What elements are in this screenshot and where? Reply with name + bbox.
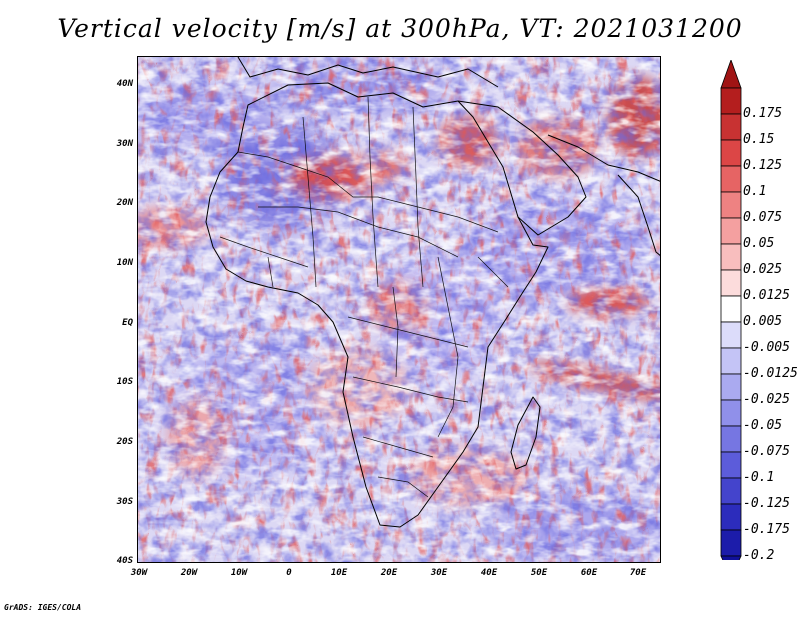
lat-tick-label: 20S [116, 437, 133, 447]
lon-tick-label: 30E [430, 568, 448, 578]
coastlines [205, 57, 660, 528]
colorbar-level-label: 0.0125 [743, 288, 790, 303]
colorbar-swatch [720, 139, 742, 167]
lon-tick-label: 10E [330, 568, 348, 578]
colorbar-swatch [720, 373, 742, 401]
colorbar-swatch [720, 529, 742, 557]
colorbar-level-label: 0.1 [743, 184, 767, 199]
lon-tick-label: 0 [286, 568, 292, 578]
lon-tick-label: 20W [180, 568, 198, 578]
colorbar-swatch [720, 243, 742, 271]
lat-tick-label: 20N [116, 198, 133, 208]
colorbar-level-label: -0.125 [743, 496, 790, 511]
lon-tick-label: 60E [580, 568, 598, 578]
colorbar [720, 60, 742, 560]
colorbar-swatch [720, 347, 742, 375]
colorbar-level-label: 0.175 [743, 106, 783, 121]
colorbar-swatch [720, 87, 742, 115]
colorbar-level-label: -0.2 [743, 548, 775, 563]
lon-tick-label: 30W [130, 568, 148, 578]
lat-tick-label: 10S [116, 377, 133, 387]
colorbar-swatch [720, 269, 742, 297]
lon-tick-label: 70E [629, 568, 647, 578]
colorbar-swatch [720, 321, 742, 349]
colorbar-level-label: 0.005 [743, 314, 783, 329]
colorbar-swatch [720, 425, 742, 453]
country-borders [219, 96, 509, 498]
colorbar-level-label: 0.075 [743, 210, 783, 225]
colorbar-overflow-bottom [720, 555, 742, 560]
colorbar-level-label: -0.0125 [743, 366, 798, 381]
colorbar-level-label: -0.005 [743, 340, 790, 355]
colorbar-swatch [720, 451, 742, 479]
colorbar-level-label: -0.075 [743, 444, 790, 459]
colorbar-level-label: 0.125 [743, 158, 783, 173]
colorbar-swatch [720, 217, 742, 245]
colorbar-level-label: 0.025 [743, 262, 783, 277]
colorbar-swatch [720, 503, 742, 531]
map-title: Vertical velocity [m/s] at 300hPa, VT: 2… [57, 14, 743, 43]
lat-tick-label: EQ [122, 318, 133, 328]
colorbar-level-label: -0.175 [743, 522, 790, 537]
colorbar-swatch [720, 477, 742, 505]
colorbar-swatch [720, 113, 742, 141]
lon-tick-label: 40E [480, 568, 498, 578]
lat-tick-label: 30S [116, 497, 133, 507]
lat-tick-label: 30N [116, 139, 133, 149]
colorbar-swatch [720, 295, 742, 323]
colorbar-level-label: 0.05 [743, 236, 775, 251]
colorbar-swatch [720, 191, 742, 219]
lon-tick-label: 50E [530, 568, 548, 578]
lat-tick-label: 40N [116, 79, 133, 89]
colorbar-overflow-top [720, 60, 742, 89]
lat-tick-label: 10N [116, 258, 133, 268]
colorbar-level-label: -0.025 [743, 392, 790, 407]
lon-tick-label: 20E [380, 568, 398, 578]
map-field [138, 57, 660, 562]
lat-tick-label: 40S [116, 556, 133, 566]
colorbar-swatch [720, 165, 742, 193]
colorbar-level-label: 0.15 [743, 132, 775, 147]
colorbar-level-label: -0.05 [743, 418, 783, 433]
map-panel [137, 56, 661, 563]
colorbar-swatch [720, 399, 742, 427]
lon-tick-label: 10W [230, 568, 248, 578]
colorbar-level-label: -0.1 [743, 470, 775, 485]
credit-text: GrADS: IGES/COLA [4, 603, 82, 612]
